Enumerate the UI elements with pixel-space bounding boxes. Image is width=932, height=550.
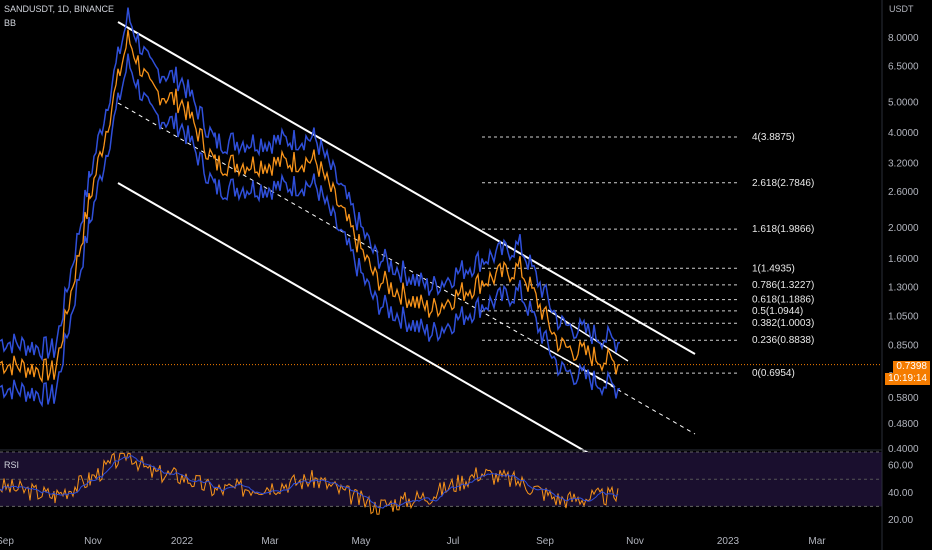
price-tick-7: 1.6000 xyxy=(888,254,919,265)
sub-channel-lower xyxy=(539,344,616,388)
time-tick-5: Jul xyxy=(447,536,460,547)
rsi-pane xyxy=(0,449,882,515)
price-tick-14: 0.4000 xyxy=(888,444,919,455)
price-tick-6: 2.0000 xyxy=(888,223,919,234)
price-tick-4: 3.2000 xyxy=(888,159,919,170)
time-tick-4: May xyxy=(352,536,371,547)
time-tick-8: 2023 xyxy=(717,536,740,547)
fib-label-4: 0.786(1.3227) xyxy=(752,280,814,291)
current-price-badge: 0.7398 xyxy=(893,361,930,373)
sub-channel-upper xyxy=(547,309,629,362)
price-series xyxy=(0,29,621,384)
channel-lower xyxy=(117,182,591,455)
price-tick-2: 5.0000 xyxy=(888,97,919,108)
bollinger-bands xyxy=(0,7,621,408)
bb-upper xyxy=(0,7,621,362)
symbol-title: SANDUSDT, 1D, BINANCE xyxy=(4,4,115,14)
price-tick-10: 0.8500 xyxy=(888,341,919,352)
rsi-line xyxy=(0,452,619,515)
fib-label-0: 4(3.8875) xyxy=(752,132,795,143)
rsi-label: RSI xyxy=(4,460,20,470)
time-tick-2: 2022 xyxy=(171,536,194,547)
rsi-ma-line xyxy=(0,455,619,509)
fib-label-7: 0.382(1.0003) xyxy=(752,318,814,329)
price-tick-13: 0.4800 xyxy=(888,419,919,430)
fib-label-3: 1(1.4935) xyxy=(752,263,795,274)
time-tick-6: Sep xyxy=(536,536,554,547)
price-tick-8: 1.3000 xyxy=(888,282,919,293)
fib-label-9: 0(0.6954) xyxy=(752,368,795,379)
price-line xyxy=(0,29,621,384)
price-tick-12: 0.5800 xyxy=(888,393,919,404)
price-tick-3: 4.0000 xyxy=(888,128,919,139)
time-tick-3: Mar xyxy=(261,536,279,547)
price-tick-9: 1.0500 xyxy=(888,312,919,323)
rsi-tick-2: 20.00 xyxy=(888,515,913,526)
fib-label-5: 0.618(1.1886) xyxy=(752,295,814,306)
fib-levels: 4(3.8875) 2.618(2.7846) 1.618(1.9866) 1(1.4… xyxy=(0,132,882,379)
bar-countdown: 10:19:14 xyxy=(885,373,930,385)
price-channel xyxy=(117,21,696,455)
time-tick-7: Nov xyxy=(626,536,644,547)
bb-lower xyxy=(0,53,621,408)
price-tick-1: 6.5000 xyxy=(888,61,919,72)
price-unit-label: USDT xyxy=(889,4,914,14)
fib-label-6: 0.5(1.0944) xyxy=(752,306,803,317)
rsi-tick-1: 40.00 xyxy=(888,488,913,499)
time-tick-1: Nov xyxy=(84,536,102,547)
fib-label-1: 2.618(2.7846) xyxy=(752,178,814,189)
time-tick-9: Mar xyxy=(808,536,826,547)
channel-mid xyxy=(117,102,696,435)
indicator-label: BB xyxy=(4,18,17,28)
price-tick-5: 2.6000 xyxy=(888,187,919,198)
channel-upper xyxy=(117,21,696,355)
time-axis: Sep Nov 2022 Mar May Jul Sep Nov 2023 Mar xyxy=(0,536,826,547)
fib-label-8: 0.236(0.8838) xyxy=(752,335,814,346)
price-axis: 8.0000 6.5000 5.0000 4.0000 3.2000 2.6000 2.00… xyxy=(881,0,919,550)
time-tick-0: Sep xyxy=(0,536,14,547)
fib-label-2: 1.618(1.9866) xyxy=(752,224,814,235)
rsi-tick-0: 60.00 xyxy=(888,461,913,472)
price-tick-0: 8.0000 xyxy=(888,33,919,44)
